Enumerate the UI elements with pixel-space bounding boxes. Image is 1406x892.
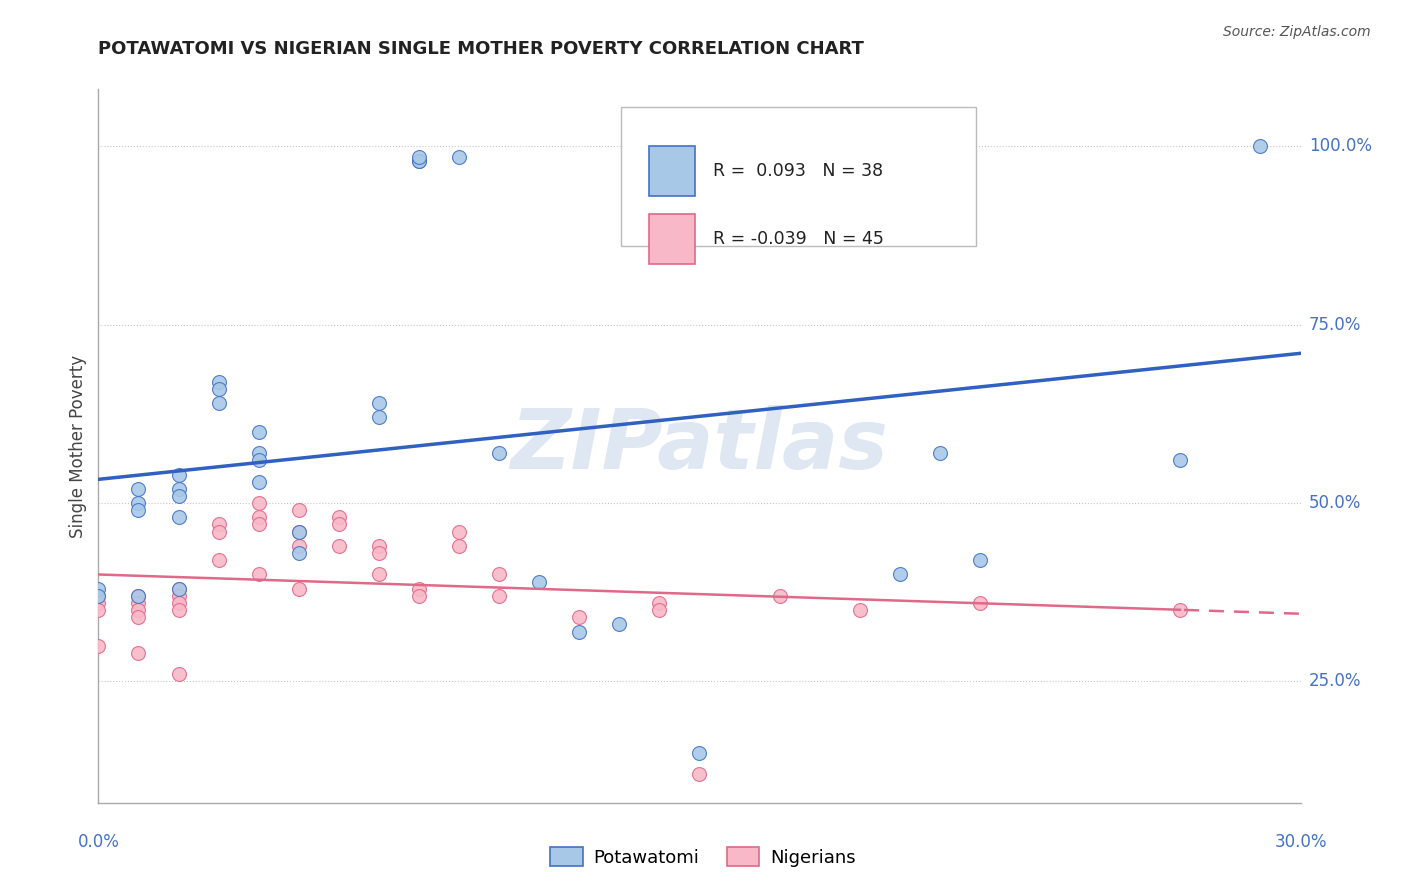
Point xyxy=(408,150,430,164)
Point xyxy=(208,382,231,396)
Text: 0.0%: 0.0% xyxy=(77,833,120,851)
Point xyxy=(167,582,190,596)
Point xyxy=(688,767,710,781)
Text: 50.0%: 50.0% xyxy=(1309,494,1361,512)
Point xyxy=(328,510,350,524)
Point xyxy=(128,596,150,610)
Point xyxy=(488,589,510,603)
Point xyxy=(609,617,631,632)
Point xyxy=(447,150,470,164)
Y-axis label: Single Mother Poverty: Single Mother Poverty xyxy=(69,354,87,538)
Point xyxy=(849,603,872,617)
Point xyxy=(288,582,311,596)
Point xyxy=(969,596,991,610)
Point xyxy=(488,567,510,582)
Point xyxy=(408,582,430,596)
Point xyxy=(368,546,391,560)
Point xyxy=(568,624,591,639)
Text: ZIPatlas: ZIPatlas xyxy=(510,406,889,486)
FancyBboxPatch shape xyxy=(650,146,695,196)
Point xyxy=(208,375,231,389)
Point xyxy=(368,539,391,553)
Point xyxy=(247,496,270,510)
Point xyxy=(768,589,790,603)
Point xyxy=(247,425,270,439)
Point xyxy=(167,467,190,482)
Point xyxy=(167,589,190,603)
Point xyxy=(368,410,391,425)
Point xyxy=(128,646,150,660)
Point xyxy=(87,589,110,603)
Point xyxy=(1170,603,1192,617)
Text: POTAWATOMI VS NIGERIAN SINGLE MOTHER POVERTY CORRELATION CHART: POTAWATOMI VS NIGERIAN SINGLE MOTHER POV… xyxy=(98,40,865,58)
Point xyxy=(328,517,350,532)
Point xyxy=(408,153,430,168)
Point xyxy=(288,539,311,553)
Text: 100.0%: 100.0% xyxy=(1309,137,1372,155)
Point xyxy=(648,146,671,161)
Point xyxy=(447,539,470,553)
Point xyxy=(247,517,270,532)
Text: 75.0%: 75.0% xyxy=(1309,316,1361,334)
Point xyxy=(128,503,150,517)
Point xyxy=(368,396,391,410)
Point xyxy=(1250,139,1272,153)
Point xyxy=(167,510,190,524)
Point xyxy=(408,153,430,168)
Point xyxy=(247,567,270,582)
Point xyxy=(368,567,391,582)
Point xyxy=(128,603,150,617)
Point xyxy=(648,596,671,610)
Point xyxy=(688,746,710,760)
Text: 25.0%: 25.0% xyxy=(1309,673,1361,690)
Point xyxy=(288,503,311,517)
Point xyxy=(247,453,270,467)
Point xyxy=(167,603,190,617)
Point xyxy=(648,603,671,617)
Point xyxy=(288,546,311,560)
Point xyxy=(208,517,231,532)
Point xyxy=(889,567,911,582)
Point xyxy=(208,396,231,410)
Point xyxy=(969,553,991,567)
Point xyxy=(688,146,710,161)
Point xyxy=(87,596,110,610)
Point xyxy=(167,489,190,503)
Point xyxy=(488,446,510,460)
Point xyxy=(87,603,110,617)
Legend: Potawatomi, Nigerians: Potawatomi, Nigerians xyxy=(543,840,863,874)
Point xyxy=(568,610,591,624)
Text: 30.0%: 30.0% xyxy=(1274,833,1327,851)
FancyBboxPatch shape xyxy=(621,107,976,246)
Point xyxy=(128,496,150,510)
Text: R = -0.039   N = 45: R = -0.039 N = 45 xyxy=(713,230,883,248)
Point xyxy=(87,589,110,603)
Point xyxy=(167,596,190,610)
Point xyxy=(288,524,311,539)
Point xyxy=(128,610,150,624)
Point xyxy=(247,510,270,524)
Point xyxy=(87,639,110,653)
Point xyxy=(167,582,190,596)
Point xyxy=(167,482,190,496)
Point xyxy=(208,524,231,539)
Point xyxy=(929,446,952,460)
FancyBboxPatch shape xyxy=(650,214,695,264)
Point xyxy=(87,582,110,596)
Point xyxy=(529,574,551,589)
Point xyxy=(447,524,470,539)
Point xyxy=(247,475,270,489)
Text: Source: ZipAtlas.com: Source: ZipAtlas.com xyxy=(1223,25,1371,39)
Point xyxy=(288,524,311,539)
Point xyxy=(128,589,150,603)
Point xyxy=(408,589,430,603)
Point xyxy=(128,482,150,496)
Point xyxy=(167,667,190,681)
Point xyxy=(128,589,150,603)
Point xyxy=(208,553,231,567)
Point xyxy=(328,539,350,553)
Point xyxy=(1170,453,1192,467)
Text: R =  0.093   N = 38: R = 0.093 N = 38 xyxy=(713,162,883,180)
Point xyxy=(247,446,270,460)
